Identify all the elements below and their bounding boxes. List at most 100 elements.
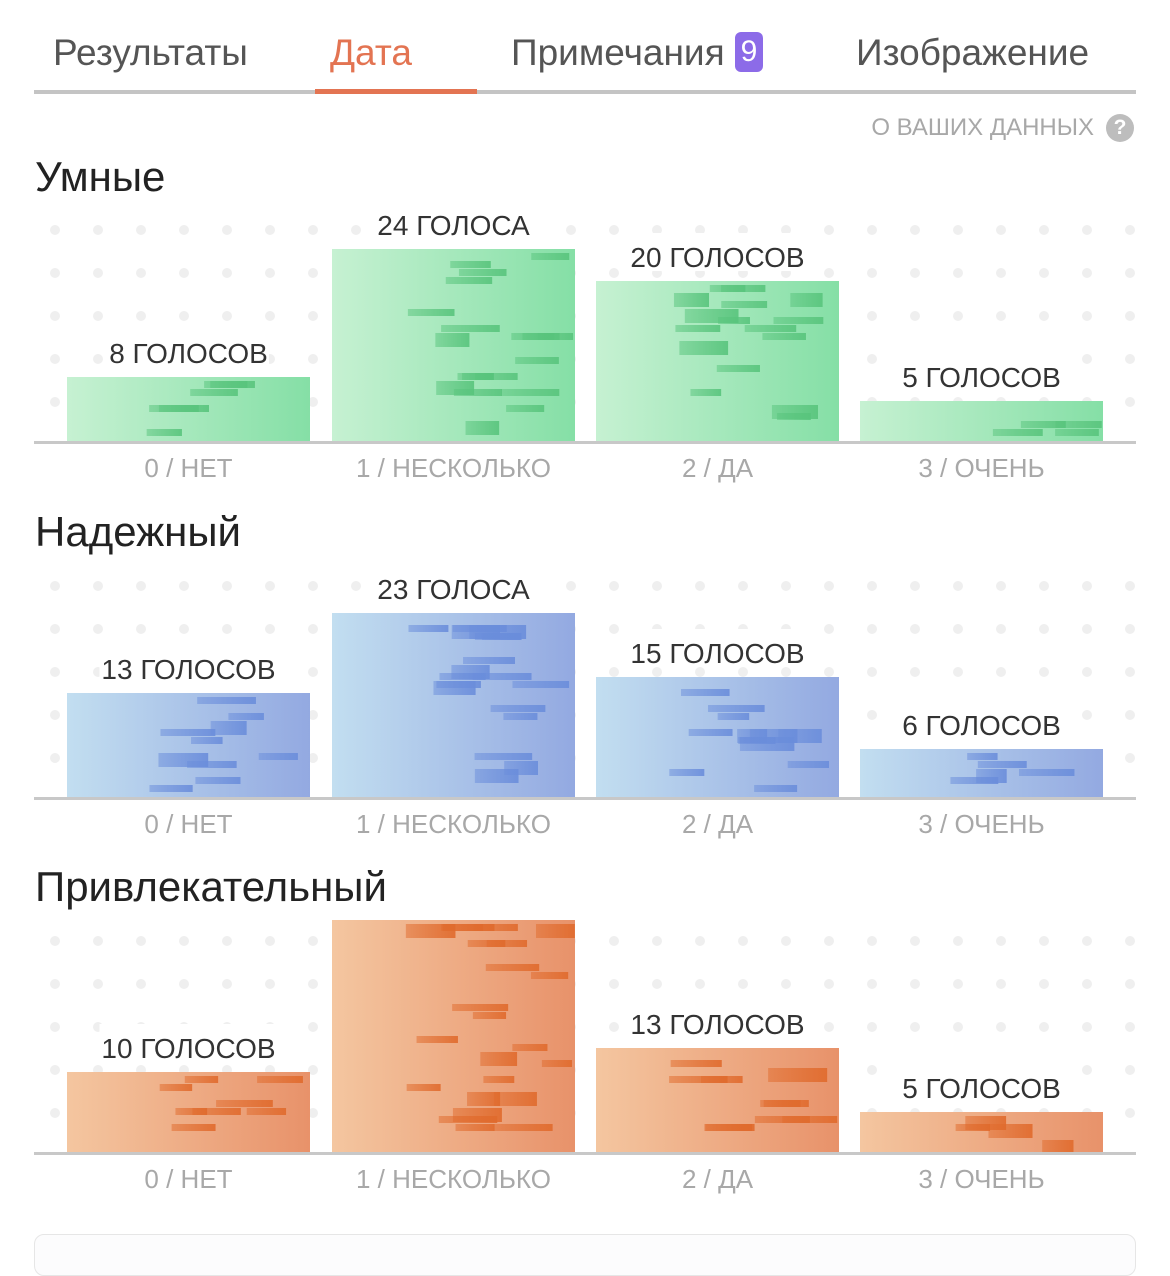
data-label-bg: [901, 701, 1062, 739]
bar-stripe: [773, 317, 824, 324]
grid-dot: [566, 225, 576, 235]
grid-dot: [308, 979, 318, 989]
grid-dot: [867, 710, 877, 720]
bar-stripe: [457, 373, 494, 380]
grid-dot: [179, 624, 189, 634]
bar-stripe: [511, 333, 555, 340]
grid-dot: [93, 936, 103, 946]
bar-stripe: [228, 713, 264, 720]
data-label-bg: [99, 1024, 278, 1062]
grid-dot: [308, 1022, 318, 1032]
data-label-bg: [108, 329, 269, 367]
grid-dot: [867, 268, 877, 278]
baseline: [34, 441, 1136, 444]
grid-dot: [953, 936, 963, 946]
grid-dot: [1125, 1108, 1135, 1118]
chart-reliable: 13 ГОЛОСОВ 0 / НЕТ 23 ГОЛОСА 1 / НЕСКОЛЬКО 1…: [34, 565, 1136, 839]
bar-stripe: [506, 405, 545, 412]
grid-dot: [1082, 667, 1092, 677]
grid-dot: [1082, 624, 1092, 634]
grid-dot: [93, 225, 103, 235]
bar-stripe: [407, 309, 455, 316]
grid-dot: [308, 581, 318, 591]
bar-stripe: [441, 325, 500, 332]
grid-dot: [781, 581, 791, 591]
grid-dot: [50, 624, 60, 634]
grid-dot: [996, 1022, 1006, 1032]
bar-stripe: [503, 713, 538, 720]
bar-stripe: [787, 761, 830, 768]
grid-dot: [695, 936, 705, 946]
grid-dot: [652, 581, 662, 591]
grid-dot: [609, 667, 619, 677]
grid-dot: [222, 936, 232, 946]
bar-stripe: [707, 705, 765, 712]
grid-dot: [308, 667, 318, 677]
grid-dot: [222, 979, 232, 989]
bar-stripe: [204, 381, 248, 388]
grid-dot: [824, 225, 834, 235]
bar-stripe: [158, 753, 209, 767]
help-icon: ?: [1106, 114, 1134, 142]
about-your-data-link[interactable]: О ВАШИХ ДАННЫХ ?: [871, 114, 1134, 142]
grid-dot: [1082, 268, 1092, 278]
bar-stripe: [257, 1076, 303, 1083]
bar-stripe: [977, 761, 1027, 768]
category-label: 0 / НЕТ: [144, 809, 232, 839]
grid-dot: [867, 581, 877, 591]
grid-dot: [1082, 311, 1092, 321]
category-label: 3 / ОЧЕНЬ: [918, 809, 1044, 839]
tab-notes[interactable]: Примечания 9: [511, 32, 764, 74]
grid-dot: [136, 624, 146, 634]
bar-stripe: [474, 924, 518, 931]
bar-stripe: [721, 301, 768, 308]
grid-dot: [308, 268, 318, 278]
bar-stripe: [450, 261, 491, 268]
grid-dot: [50, 667, 60, 677]
bar-stripe: [485, 964, 540, 971]
tab-data[interactable]: Дата: [330, 32, 412, 73]
grid-dot: [265, 979, 275, 989]
grid-dot: [824, 667, 834, 677]
grid-dot: [308, 936, 318, 946]
grid-dot: [93, 354, 103, 364]
grid-dot: [824, 936, 834, 946]
tab-results[interactable]: Результаты: [53, 32, 248, 73]
grid-dot: [1039, 667, 1049, 677]
grid-dot: [1125, 311, 1135, 321]
grid-dot: [695, 979, 705, 989]
grid-dot: [308, 225, 318, 235]
grid-dot: [609, 268, 619, 278]
grid-dot: [910, 311, 920, 321]
grid-dot: [953, 667, 963, 677]
bottom-panel: [34, 1234, 1136, 1276]
grid-dot: [867, 624, 877, 634]
category-label: 2 / ДА: [682, 1164, 754, 1194]
grid-dot: [953, 979, 963, 989]
bar-stripe: [493, 1124, 553, 1131]
tab-image[interactable]: Изображение: [856, 32, 1090, 73]
grid-dot: [1125, 397, 1135, 407]
bar-stripe: [490, 705, 546, 712]
bar-stripe: [950, 777, 999, 784]
grid-dot: [824, 624, 834, 634]
bar-stripe: [1020, 421, 1066, 428]
grid-dot: [179, 979, 189, 989]
grid-dot: [136, 979, 146, 989]
data-label: 6 ГОЛОСОВ: [902, 710, 1061, 741]
bar-stripe: [467, 1092, 501, 1106]
grid-dot: [609, 225, 619, 235]
grid-dot: [265, 311, 275, 321]
bar-stripe: [406, 1084, 441, 1091]
bar-stripe: [504, 761, 538, 775]
bar-stripe: [535, 924, 575, 938]
grid-dot: [265, 225, 275, 235]
baseline: [34, 797, 1136, 800]
grid-dot: [910, 225, 920, 235]
grid-dot: [50, 397, 60, 407]
bar-stripe: [680, 689, 730, 696]
bar-stripe: [1042, 1140, 1074, 1154]
bar-stripe: [175, 1108, 208, 1115]
bar-stripe: [433, 681, 476, 695]
section-title-reliable: Надежный: [35, 508, 242, 555]
